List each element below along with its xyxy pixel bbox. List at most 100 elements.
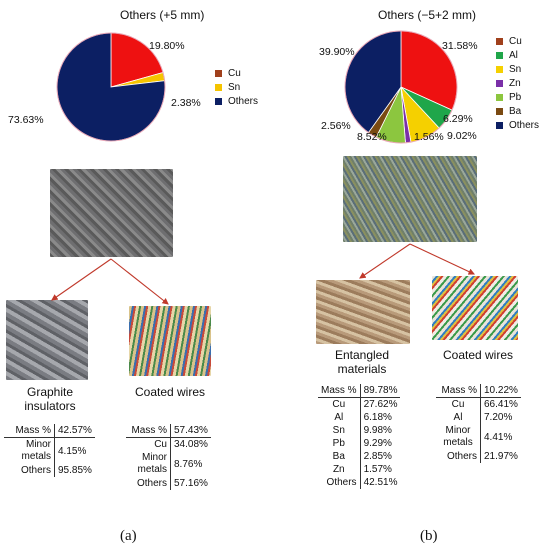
legend-item-cu: Cu [496, 34, 539, 48]
table-value: 66.41% [484, 399, 518, 410]
pie-b-label-sn: 9.02% [447, 130, 477, 142]
table-value: 27.62% [363, 399, 398, 410]
table-value: 8.76% [174, 458, 203, 470]
table-row: Minor metals 4.41% [436, 424, 521, 450]
table-value: 42.57% [54, 424, 95, 438]
pie-b-label-pb: 8.52% [357, 131, 387, 143]
table-row: Others 42.51% [318, 476, 400, 489]
table-key: Minor metals [4, 437, 55, 464]
caption-graphite-insulators: Graphite insulators [0, 385, 100, 413]
arrow-to-coated-wires-b [409, 243, 475, 275]
pie-b-legend: Cu Al Sn Zn Pb Ba Others [496, 34, 539, 132]
photo-fine-fragments [343, 156, 477, 242]
legend-item-pb: Pb [496, 90, 539, 104]
table-key: Mass % [436, 384, 481, 398]
table-entangled-materials: Mass % 89.78% Cu 27.62% Al 6.18% Sn 9.98% Pb… [318, 384, 401, 489]
table-row: Minor metals 4.15% [4, 437, 95, 464]
legend-swatch [215, 97, 222, 105]
pie-a-label-sn: 2.38% [171, 97, 201, 109]
pie-outline [344, 30, 458, 144]
table-value: 7.20% [484, 412, 513, 423]
pie-b-label-cu: 31.58% [442, 40, 478, 52]
table-row: Mass % 42.57% [4, 424, 95, 438]
table-value: 9.29% [363, 438, 392, 449]
table-row: Ba 2.85% [318, 450, 400, 463]
legend-label: Cu [509, 35, 522, 47]
legend-label: Sn [228, 81, 241, 93]
legend-item-cu: Cu [215, 66, 258, 80]
legend-item-zn: Zn [496, 76, 539, 90]
table-key: Pb [318, 437, 361, 450]
arrow-to-coated-wires-a [110, 258, 169, 305]
table-key: Cu [126, 437, 171, 451]
caption-entangled-materials: Entangled materials [312, 348, 412, 376]
table-row: Mass % 89.78% [318, 384, 401, 398]
table-row: Others 57.16% [126, 477, 211, 490]
panel-label-a: (a) [120, 528, 137, 544]
legend-label: Others [228, 95, 259, 107]
table-value: 1.57% [363, 464, 392, 475]
legend-label: Zn [509, 77, 521, 89]
legend-swatch [215, 69, 222, 77]
table-key: Others [436, 450, 481, 463]
table-value: 89.78% [360, 384, 401, 398]
table-key: Mass % [126, 424, 171, 438]
pie-b-label-zn: 1.56% [414, 131, 444, 143]
caption-coated-wires-b: Coated wires [442, 348, 514, 362]
caption-line: materials [337, 362, 387, 376]
pie-b-label-ba: 2.56% [321, 120, 351, 132]
pie-a-label-others: 73.63% [8, 114, 44, 126]
legend-label: Cu [228, 67, 241, 79]
photo-entangled-materials [316, 280, 410, 344]
table-coated-wires-a: Mass % 57.43% Cu 34.08% Minor metals 8.76% … [126, 424, 211, 490]
legend-label: Sn [509, 63, 522, 75]
table-key: Al [436, 411, 481, 424]
table-key: Others [126, 477, 171, 490]
legend-swatch [496, 37, 503, 45]
table-value: 6.18% [363, 412, 392, 423]
legend-swatch [496, 65, 503, 73]
pie-b-label-al: 6.29% [443, 113, 473, 125]
panel-label-b: (b) [420, 528, 438, 544]
legend-swatch [496, 107, 503, 115]
legend-label: Ba [509, 105, 522, 117]
table-value: 2.85% [363, 451, 392, 462]
legend-swatch [496, 79, 503, 87]
table-row: Cu 34.08% [126, 437, 211, 451]
table-row: Others 21.97% [436, 450, 521, 463]
table-row: Cu 66.41% [436, 397, 521, 411]
table-key: Mass % [318, 384, 361, 398]
caption-line: Graphite [26, 385, 74, 399]
photo-coated-wires-a [129, 306, 211, 376]
legend-label: Others [509, 119, 540, 131]
pie-a-title: Others (+5 mm) [120, 8, 205, 22]
caption-line: Entangled [334, 348, 390, 362]
table-key: Al [318, 411, 361, 424]
table-row: Minor metals 8.76% [126, 451, 211, 477]
photo-graphite-insulators [6, 300, 88, 380]
photo-coated-wires-b [432, 276, 518, 340]
table-row: Mass % 10.22% [436, 384, 521, 398]
table-row: Pb 9.29% [318, 437, 400, 450]
legend-item-others: Others [215, 94, 258, 108]
table-value: 57.16% [174, 478, 208, 489]
table-value: 4.15% [58, 445, 87, 457]
table-key: Ba [318, 450, 361, 463]
table-value: 95.85% [58, 465, 92, 476]
table-key: Minor metals [126, 451, 171, 477]
legend-item-sn: Sn [496, 62, 539, 76]
pie-a-label-cu: 19.80% [149, 40, 185, 52]
table-key: Others [318, 476, 361, 489]
table-row: Cu 27.62% [318, 397, 400, 411]
legend-item-others: Others [496, 118, 539, 132]
legend-swatch [496, 121, 503, 129]
legend-item-ba: Ba [496, 104, 539, 118]
table-key: Mass % [4, 424, 55, 438]
table-row: Others 95.85% [4, 464, 95, 477]
caption-coated-wires-a: Coated wires [134, 385, 206, 399]
table-key: Zn [318, 463, 361, 476]
table-key: Cu [318, 397, 361, 411]
table-row: Mass % 57.43% [126, 424, 211, 438]
legend-swatch [215, 83, 222, 91]
